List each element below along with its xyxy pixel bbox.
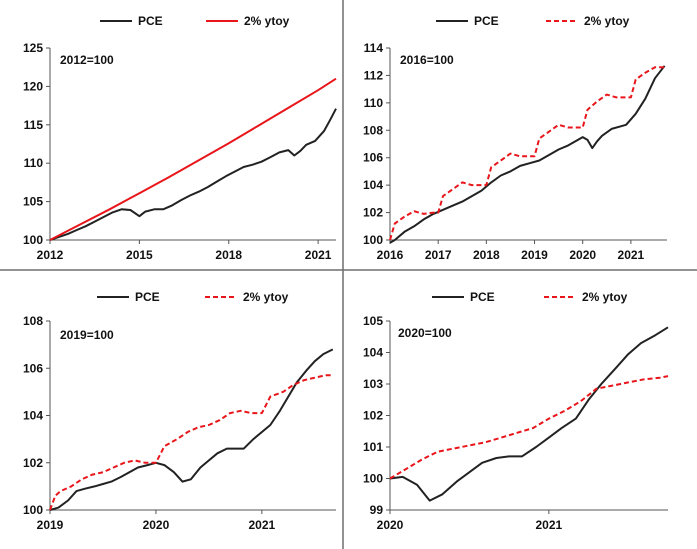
y-tick-label: 104 xyxy=(363,346,383,360)
y-tick-label: 108 xyxy=(363,123,383,137)
y-tick-label: 115 xyxy=(24,118,44,132)
y-tick-label: 106 xyxy=(363,151,383,165)
pce-series-line xyxy=(49,108,337,241)
x-tick-label: 2019 xyxy=(37,518,64,532)
x-tick-label: 2018 xyxy=(215,248,242,262)
y-tick-label: 100 xyxy=(23,233,43,247)
x-tick-label: 2017 xyxy=(425,248,452,262)
y-tick-label: 102 xyxy=(363,206,383,220)
y-tick-label: 103 xyxy=(363,377,383,391)
x-tick-label: 2020 xyxy=(143,518,170,532)
base-year-note: 2019=100 xyxy=(60,328,114,342)
y-tick-label: 99 xyxy=(370,503,384,517)
legend: PCE 2% ytoy xyxy=(100,14,290,28)
base-year-note: 2020=100 xyxy=(398,326,452,340)
target-series-line xyxy=(49,374,333,511)
y-tick-label: 102 xyxy=(23,456,43,470)
y-tick-label: 108 xyxy=(23,314,43,328)
pce-series-line xyxy=(389,326,669,502)
x-tick-label: 2019 xyxy=(521,248,548,262)
legend-label: PCE xyxy=(474,14,499,28)
x-tick-label: 2021 xyxy=(305,248,332,262)
y-tick-label: 101 xyxy=(363,440,383,454)
chart-panel-4: 99 100 101 102 103 104 105 2020 2021 2020=100 PCE 2… xyxy=(363,290,669,532)
legend: PCE 2% ytoy xyxy=(432,290,628,304)
x-tick-label: 2021 xyxy=(618,248,645,262)
x-tick-label: 2021 xyxy=(536,518,563,532)
y-tick-label: 104 xyxy=(363,178,383,192)
x-tick-label: 2016 xyxy=(377,248,404,262)
y-tick-label: 110 xyxy=(24,156,44,170)
y-tick-label: 110 xyxy=(364,96,384,110)
y-tick-label: 100 xyxy=(363,233,383,247)
legend-label: PCE xyxy=(138,14,163,28)
legend-label: 2% ytoy xyxy=(243,290,289,304)
base-year-note: 2016=100 xyxy=(400,53,454,67)
x-tick-label: 2020 xyxy=(569,248,596,262)
chart-panel-1: 100 105 110 115 120 125 2012 2015 2018 2021 2012=1… xyxy=(23,14,337,262)
y-tick-label: 100 xyxy=(363,472,383,486)
legend-label: PCE xyxy=(135,290,160,304)
chart-panel-2: 100 102 104 106 108 110 112 114 2016 2017 2018 2019… xyxy=(363,14,667,262)
legend: PCE 2% ytoy xyxy=(436,14,630,28)
target-series-line xyxy=(49,77,337,241)
y-tick-label: 120 xyxy=(23,79,43,93)
chart-panel-3: 100 102 104 106 108 2019 2020 2021 2019=100 PCE 2%… xyxy=(23,290,336,532)
chart-panels: 100 105 110 115 120 125 2012 2015 2018 2021 2012=1… xyxy=(23,14,669,532)
y-tick-label: 105 xyxy=(23,195,43,209)
x-tick-label: 2015 xyxy=(126,248,153,262)
legend-label: 2% ytoy xyxy=(582,290,628,304)
x-tick-label: 2012 xyxy=(37,248,64,262)
y-tick-label: 100 xyxy=(23,503,43,517)
y-tick-label: 102 xyxy=(363,409,383,423)
y-tick-label: 105 xyxy=(363,314,383,328)
pce-series-line xyxy=(389,65,666,244)
y-tick-label: 106 xyxy=(23,361,43,375)
y-tick-label: 104 xyxy=(23,409,43,423)
pce-series-line xyxy=(49,348,334,511)
target-series-line xyxy=(389,375,669,480)
y-tick-label: 114 xyxy=(364,41,384,55)
x-tick-label: 2021 xyxy=(249,518,276,532)
x-tick-label: 2020 xyxy=(377,518,404,532)
y-tick-label: 112 xyxy=(364,68,384,82)
legend: PCE 2% ytoy xyxy=(97,290,289,304)
x-tick-label: 2018 xyxy=(473,248,500,262)
legend-label: 2% ytoy xyxy=(244,14,290,28)
legend-label: PCE xyxy=(470,290,495,304)
legend-label: 2% ytoy xyxy=(584,14,630,28)
base-year-note: 2012=100 xyxy=(60,53,114,67)
y-tick-label: 125 xyxy=(23,41,43,55)
